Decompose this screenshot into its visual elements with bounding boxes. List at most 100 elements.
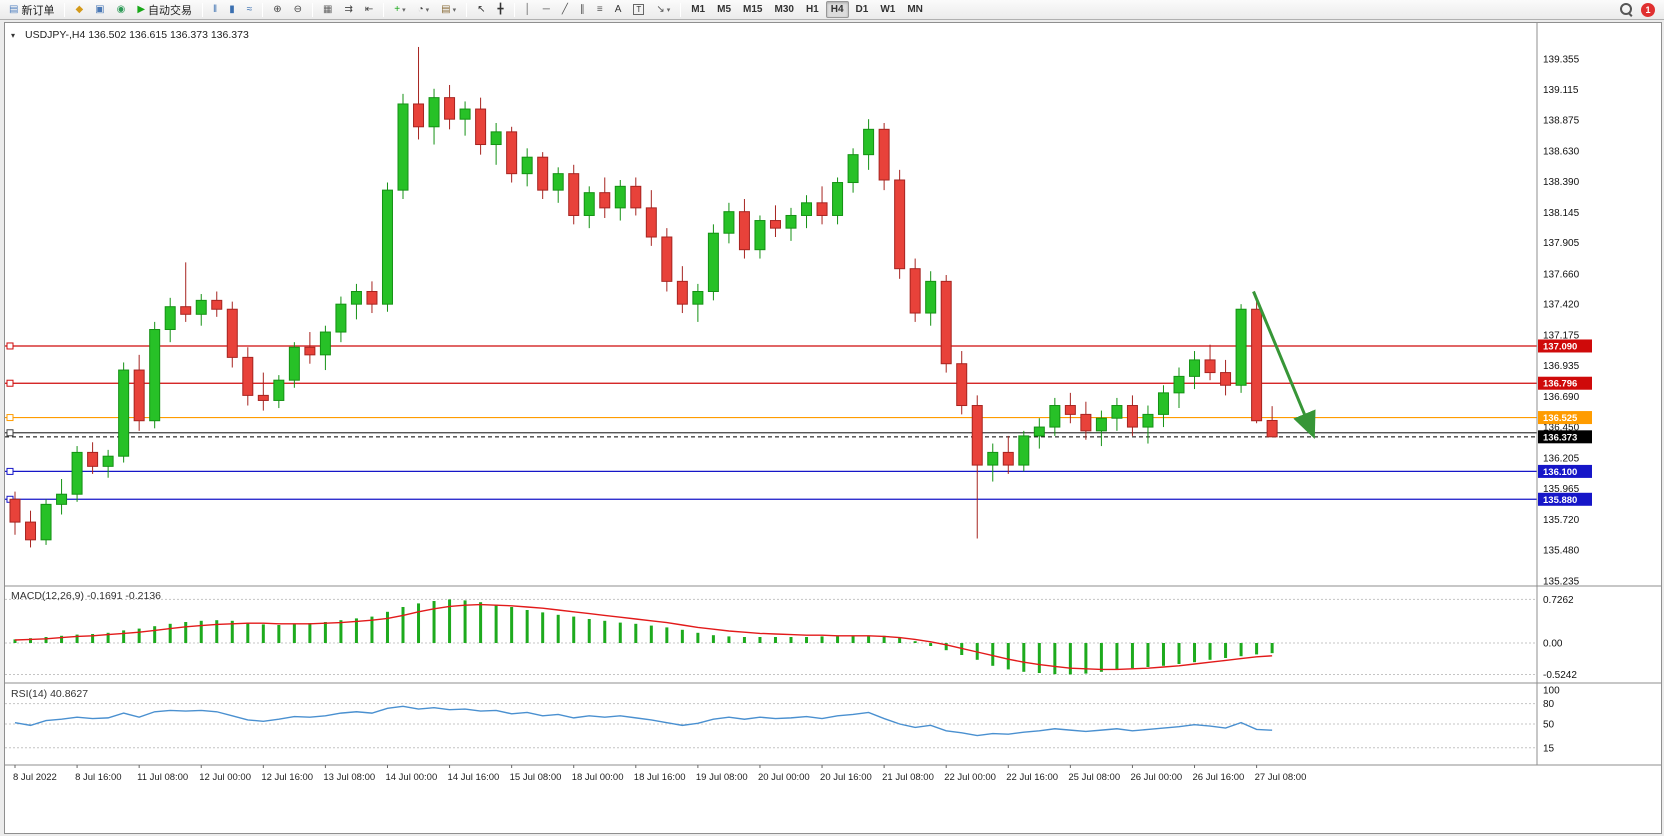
price-pane[interactable]: ▾ USDJPY-,H4 136.502 136.615 136.373 136.… [5,29,1537,548]
candle [335,296,347,343]
macd-bar [991,643,995,666]
indicators-button[interactable]: + ▾ [389,1,410,18]
timeframe-h4-button[interactable]: H4 [825,1,849,18]
macd-bar [292,624,296,643]
timeframe-m30-button[interactable]: M30 [769,1,798,18]
macd-bar [168,623,172,643]
macd-bar [91,634,95,643]
macd-bar [572,616,576,643]
cursor-button[interactable]: ↖ [472,1,490,18]
macd-bar [432,601,436,643]
macd-bar [1177,643,1181,664]
vertical-line-button[interactable]: │ [520,1,536,18]
candle [366,281,378,314]
one-click-trading-toggle-icon[interactable]: ▾ [11,31,15,40]
new-order-button[interactable]: ▤ 新订单 [4,1,59,18]
bar-chart-button[interactable]: ‖ [208,1,222,18]
trend-arrow[interactable] [1252,290,1316,439]
candle [1111,397,1123,431]
text-button[interactable]: A [610,1,627,18]
data-window-button[interactable]: ◉ [112,1,131,18]
candle [428,88,440,145]
fibonacci-button[interactable]: ≡ [592,1,608,18]
trendline-button[interactable]: ╱ [557,1,573,18]
timeframe-m5-button[interactable]: M5 [712,1,736,18]
macd-signal-line [14,603,1273,671]
candle [56,479,68,515]
candle [738,199,750,259]
candle [692,283,704,322]
autotrading-button[interactable]: ▶ 自动交易 [132,1,197,18]
horizontal-line-handle[interactable] [6,342,14,350]
macd-bar [634,623,638,643]
auto-scroll-button[interactable]: ⇉ [339,1,357,18]
horizontal-line-handle[interactable] [6,467,14,475]
crosshair-button[interactable]: ╋ [493,1,509,18]
candle [459,101,471,136]
chart-window[interactable]: ▾ USDJPY-,H4 136.502 136.615 136.373 136.… [4,22,1662,834]
time-label: 21 Jul 08:00 [882,772,934,783]
horizontal-line-handle[interactable] [6,379,14,387]
macd-scale-label: 0.7262 [1543,595,1574,606]
macd-bar [448,599,452,643]
macd-bar [230,620,234,643]
charts-menu-button[interactable]: ◆ [70,1,88,18]
profiles-button[interactable]: ▣ [90,1,109,18]
tile-windows-button[interactable]: ▦ [318,1,337,18]
rsi-scale-label: 15 [1543,743,1555,754]
macd-pane[interactable]: MACD(12,26,9) -0.1691 -0.2136 [5,590,1537,675]
price-axis[interactable]: 139.355 139.115 138.875 138.630 138.390 138.1… [1536,23,1661,765]
timeframe-d1-button[interactable]: D1 [851,1,874,18]
candlestick-chart-button[interactable]: ▮ [224,1,240,18]
candle [25,510,37,548]
channel-button[interactable]: ∥ [575,1,590,18]
price-badge-label: 136.796 [1543,379,1577,390]
notifications-badge[interactable]: 1 [1641,2,1655,17]
timeframe-mn-button[interactable]: MN [902,1,928,18]
time-label: 19 Jul 08:00 [696,772,748,783]
line-chart-icon: ≈ [246,3,253,15]
macd-bar [898,637,902,643]
macd-bar [1068,643,1072,675]
zoom-out-button[interactable]: ⊖ [289,1,307,18]
candle [475,97,487,155]
candle [1189,351,1201,390]
timeframe-m1-button[interactable]: M1 [686,1,710,18]
time-label: 26 Jul 16:00 [1193,772,1245,783]
macd-bar [44,637,48,643]
price-badge [1538,411,1592,425]
macd-bar [649,625,653,643]
templates-button[interactable]: ▤ ▾ [436,1,461,18]
macd-bar [339,620,343,643]
zoom-out-icon: ⊖ [293,3,302,15]
timeframe-w1-button[interactable]: W1 [875,1,900,18]
horizontal-line-button[interactable]: ─ [538,1,555,18]
candle [1204,344,1216,381]
line-chart-button[interactable]: ≈ [242,1,258,18]
label-button[interactable]: T [628,1,649,18]
price-badge [1538,339,1592,353]
chart-canvas[interactable]: ▾ USDJPY-,H4 136.502 136.615 136.373 136.… [5,23,1661,789]
chart-shift-button[interactable]: ⇤ [360,1,378,18]
indicators-icon: + [394,3,401,15]
periods-button[interactable]: ◔ ▾ [413,1,435,18]
horizontal-line-handle[interactable] [6,429,14,437]
candle [1266,406,1278,438]
candle [769,205,781,238]
macd-bar [417,603,421,643]
timeframe-m15-button[interactable]: M15 [738,1,767,18]
arrows-button[interactable]: ↘ ▾ [651,1,675,18]
zoom-in-button[interactable]: ⊕ [268,1,286,18]
horizontal-line-handle[interactable] [6,414,14,422]
dropdown-caret-icon: ▾ [452,6,457,14]
price-badge [1538,430,1592,444]
time-label: 22 Jul 00:00 [944,772,996,783]
timeframe-h1-button[interactable]: H1 [801,1,824,18]
price-tick-label: 137.420 [1543,300,1580,311]
time-axis[interactable]: 8 Jul 2022 8 Jul 16:00 11 Jul 08:00 12 Jul … [5,764,1661,789]
search-icon[interactable] [1620,3,1633,16]
rsi-pane[interactable]: RSI(14) 40.8627 [5,688,1537,749]
macd-bar [1193,643,1197,663]
macd-bar [122,630,126,643]
chart-shift-icon: ⇤ [364,3,374,15]
